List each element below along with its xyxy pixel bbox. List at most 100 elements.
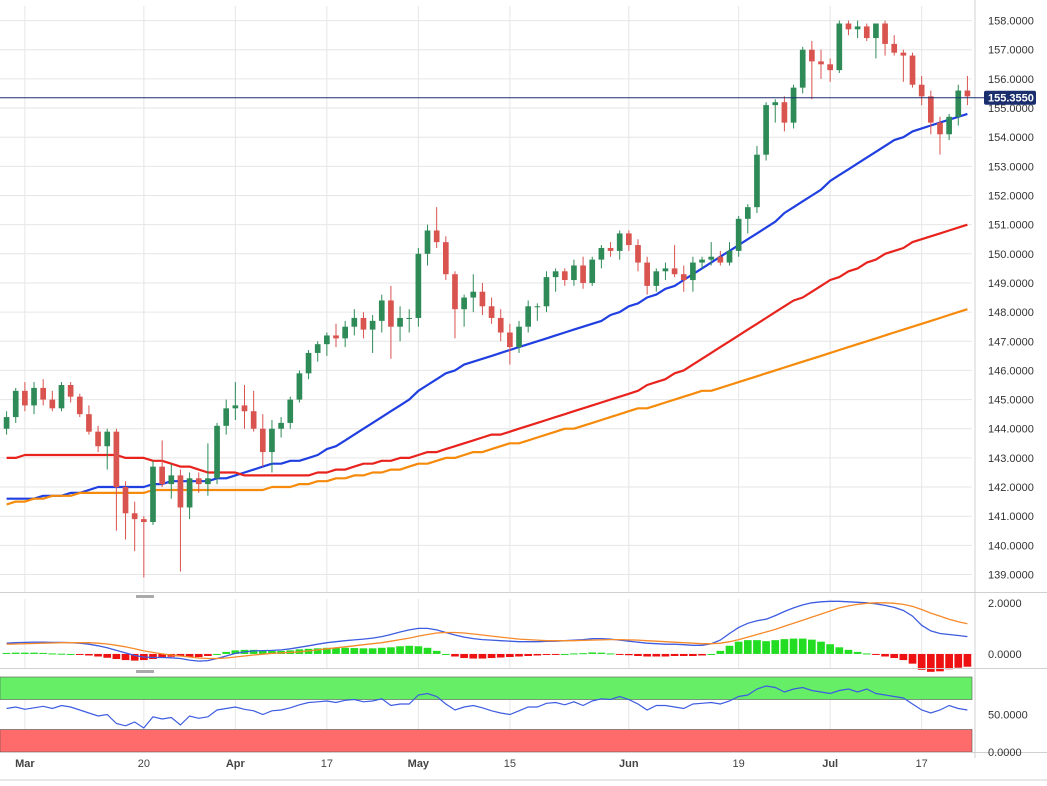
rsi-bands [0, 676, 973, 753]
ma-line-ma_mid [6, 223, 968, 477]
candle-down [635, 245, 641, 263]
candle-down [626, 233, 632, 246]
macd-hist-bar-pos [789, 638, 798, 654]
macd-hist-bar-pos [249, 649, 258, 654]
candle-down [259, 428, 266, 453]
macd-hist-bar-pos [39, 652, 48, 654]
macd-hist-bar-neg [451, 653, 459, 657]
macd-hist-bar-neg [661, 653, 670, 657]
y-tick-label: 154.0000 [988, 132, 1034, 144]
x-tick-label: 19 [733, 758, 745, 770]
candle-down [845, 23, 852, 30]
rsi-y-tick-label: 0.0000 [988, 747, 1022, 759]
macd-hist-bar-pos [423, 647, 432, 654]
y-tick-label: 140.0000 [988, 540, 1034, 552]
x-tick-label: Jun [619, 758, 639, 770]
candle-down [22, 390, 28, 406]
candle-up [763, 105, 769, 155]
y-tick-label: 148.0000 [988, 307, 1034, 319]
y-tick-label: 149.0000 [988, 278, 1034, 290]
candle-down [40, 387, 47, 400]
macd-hist-bar-neg [908, 653, 917, 664]
macd-hist-bar-pos [48, 653, 57, 655]
candle-up [296, 373, 303, 400]
candle-up [378, 300, 385, 321]
candle-down [360, 317, 367, 330]
macd-hist-bar-pos [341, 647, 350, 654]
rsi-band-rsi_overbought_band [0, 676, 973, 700]
candle-down [333, 335, 339, 339]
candle-down [388, 300, 394, 327]
candle-down [113, 431, 120, 488]
macd-hist-bar-pos [725, 645, 734, 654]
ma-line-ma_long [6, 308, 968, 506]
candle-up [287, 399, 294, 423]
x-tick-label: 15 [504, 758, 516, 770]
macd-hist-bar-pos [835, 647, 844, 654]
candle-down [863, 26, 870, 39]
candle-down [95, 431, 101, 447]
macd-hist-bar-pos [396, 646, 404, 654]
candle-down [918, 84, 925, 97]
y-tick-label: 155.0000 [988, 103, 1034, 115]
macd-hist-bar-neg [487, 653, 496, 659]
macd-hist-bar-neg [85, 653, 93, 656]
macd-hist-bar-pos [66, 653, 75, 655]
macd-hist-bar-pos [762, 641, 770, 654]
y-tick-label: 142.0000 [988, 482, 1034, 494]
macd-hist-bar-neg [158, 653, 166, 658]
candle-down [680, 274, 687, 281]
candle-down [827, 64, 833, 71]
candle-up [854, 26, 861, 30]
pane-resize-handle [136, 595, 154, 598]
macd-hist-bar-neg [460, 653, 468, 659]
macd-hist-bar-pos [268, 650, 276, 654]
candle-up [525, 306, 532, 327]
candle-up [955, 90, 962, 117]
macd-hist-bar-neg [515, 653, 523, 657]
candle-up [168, 475, 175, 485]
macd-hist-bar-pos [313, 648, 322, 654]
y-tick-label: 146.0000 [988, 365, 1034, 377]
macd-hist-bar-neg [524, 653, 533, 656]
x-tick-label: 17 [916, 758, 928, 770]
macd-hist-bar-pos [332, 647, 340, 654]
x-tick-label: 17 [321, 758, 333, 770]
candle-up [571, 265, 577, 281]
macd-hist-bar-neg [643, 653, 651, 657]
candle-down [781, 102, 788, 123]
macd-y-tick-label: 2.0000 [988, 598, 1022, 610]
macd-hist-bar-neg [698, 653, 706, 656]
x-tick-label: Jul [822, 758, 838, 770]
macd-hist-bar-pos [377, 647, 386, 654]
macd-hist-bar-pos [743, 640, 752, 654]
y-tick-label: 139.0000 [988, 570, 1034, 582]
macd-hist-bar-neg [176, 653, 185, 657]
candle-up [397, 317, 403, 327]
candle-down [882, 23, 888, 44]
macd-hist-bar-pos [11, 652, 20, 654]
macd-hist-bar-pos [579, 653, 587, 655]
macd-hist-bar-pos [570, 653, 578, 655]
y-tick-label: 153.0000 [988, 161, 1034, 173]
macd-hist-bar-pos [405, 645, 414, 654]
candle-down [580, 265, 586, 283]
macd-hist-bar-pos [862, 653, 871, 655]
candle-up [873, 23, 879, 39]
candle-down [141, 519, 147, 523]
macd-hist-bar-pos [707, 653, 716, 655]
candle-down [452, 274, 458, 310]
macd-hist-bar-pos [258, 650, 267, 654]
macd-hist-bar-pos [30, 652, 38, 654]
candle-down [937, 122, 943, 135]
macd-hist-bar-pos [771, 640, 780, 654]
candle-up [278, 422, 284, 429]
macd-hist-bar-pos [222, 651, 231, 654]
macd-hist-bar-pos [368, 648, 377, 654]
candle-down [159, 466, 165, 485]
macd-hist-bar-neg [899, 653, 908, 661]
candle-down [86, 414, 92, 432]
macd-hist-bar-pos [716, 650, 725, 654]
candle-up [744, 207, 751, 219]
